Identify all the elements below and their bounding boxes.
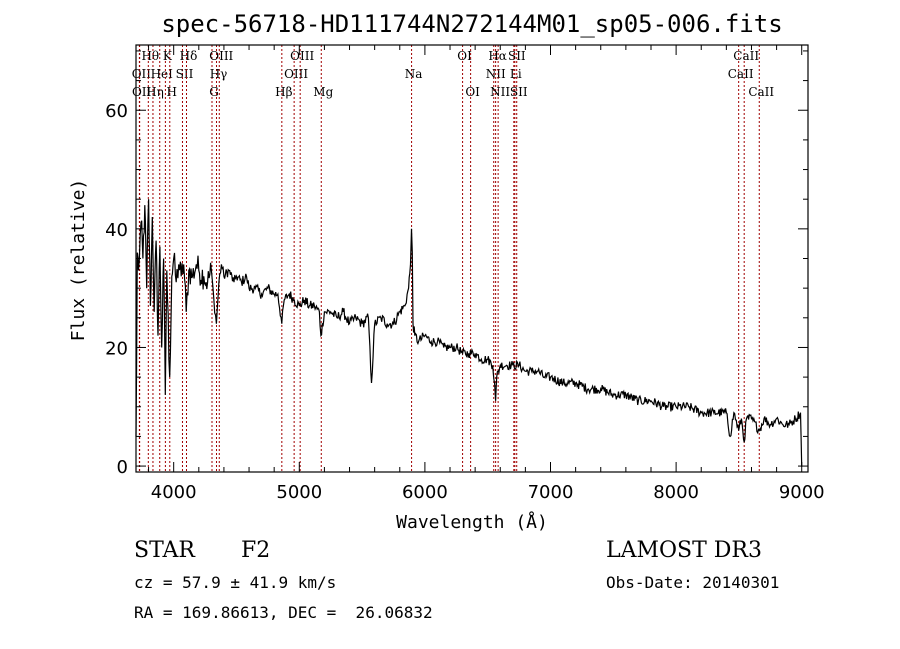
line-marker-label: OIII [209,49,233,63]
chart-title: spec-56718-HD111744N272144M01_sp05-006.f… [161,10,782,38]
y-tick-label: 0 [117,457,128,478]
line-marker-label: OII [132,67,152,81]
line-marker-label: Mg [313,85,333,99]
line-marker-label: OII [132,85,152,99]
line-marker-label: Hη [146,85,164,99]
x-tick-label: 4000 [151,482,197,503]
line-marker-label: Hθ [141,49,159,63]
line-marker-label: Li [510,67,522,81]
x-tick-label: 6000 [402,482,448,503]
line-marker-label: OI [465,85,480,99]
line-marker-label: CaII [728,67,754,81]
line-marker-label: NII [490,85,510,99]
observation-date: Obs-Date: 20140301 [606,573,780,592]
spectrum-line [135,199,803,467]
object-subclass: F2 [241,538,271,563]
plot-frame [135,44,809,473]
y-tick-label: 40 [105,220,128,241]
object-class: STAR [134,538,195,563]
line-marker-label: OIII [284,67,308,81]
line-marker-label: SII [176,67,194,81]
y-tick-label: 60 [105,101,128,122]
line-marker-label: H [167,85,177,99]
x-tick-label: 9000 [779,482,825,503]
spectrum-chart: spec-56718-HD111744N272144M01_sp05-006.f… [68,10,825,533]
x-tick-label: 7000 [528,482,574,503]
coordinates: RA = 169.86613, DEC = 26.06832 [134,603,433,622]
redshift-cz: cz = 57.9 ± 41.9 km/s [134,573,337,592]
line-marker-label: Hγ [210,67,228,81]
line-marker-label: OI [457,49,472,63]
line-marker-label: SII [510,85,528,99]
line-marker-label: Hβ [275,85,292,99]
line-marker-label: Hα [488,49,507,63]
line-marker-label: HeI [151,67,174,81]
line-marker-label: CaII [733,49,759,63]
line-marker-label: K [163,49,173,63]
survey-name: LAMOST DR3 [606,538,762,563]
line-markers: OII OII Hθ Hη HeI K H SII Hδ G Hγ OIII Hβ OIII OIII Mg N… [132,45,774,472]
line-marker-label: Hδ [180,49,198,63]
line-marker-label: G [209,85,219,99]
line-marker-label: SII [508,49,526,63]
line-marker-label: OIII [290,49,314,63]
y-axis-label: Flux (relative) [68,179,89,342]
line-marker-label: Na [405,67,423,81]
line-marker-label: CaII [748,85,774,99]
x-axis-label: Wavelength (Å) [396,511,548,533]
x-tick-label: 8000 [653,482,699,503]
y-tick-label: 20 [105,338,128,359]
x-tick-label: 5000 [276,482,322,503]
axis-ticks: 4000 5000 6000 7000 8000 9000 0 20 40 60 [105,45,825,503]
